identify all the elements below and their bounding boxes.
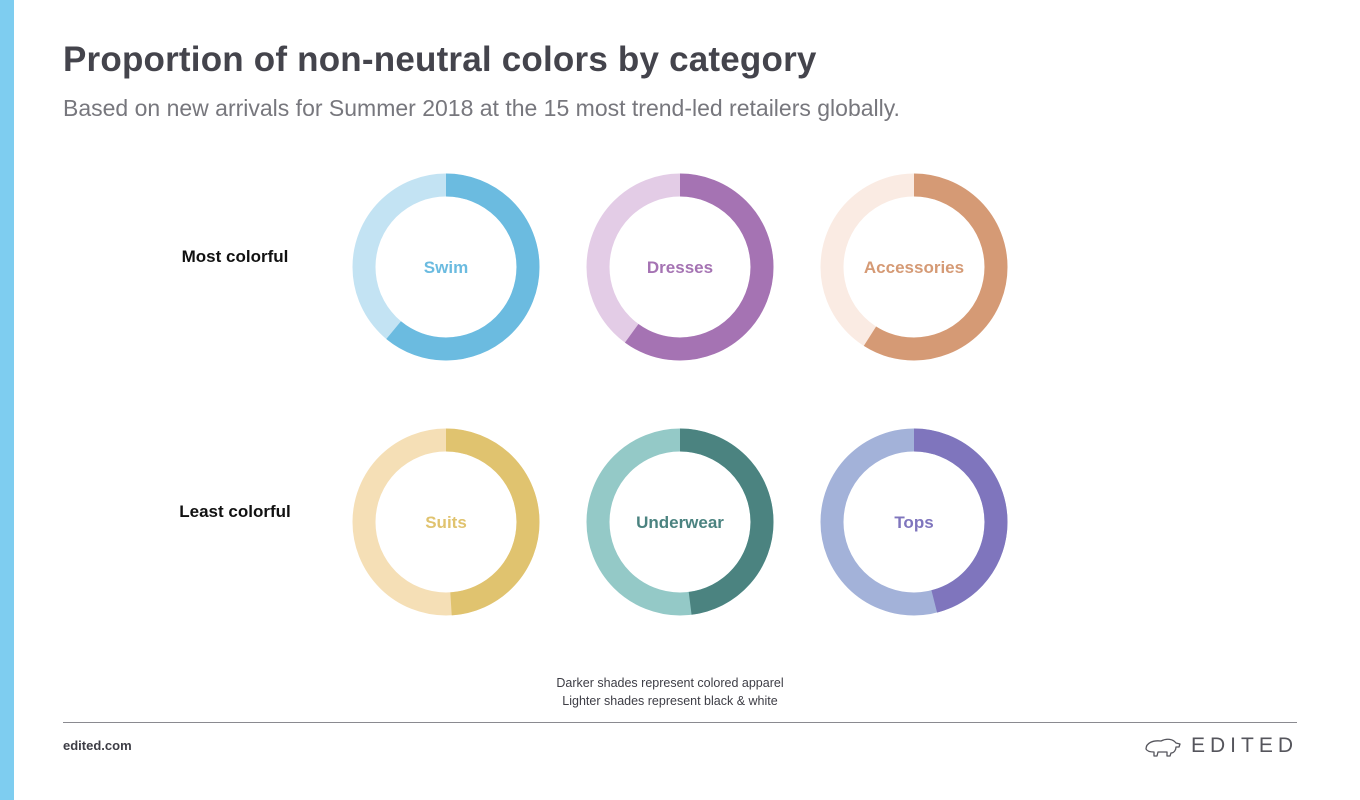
- donut-suits: Suits: [352, 428, 540, 616]
- row-label-least-colorful: Least colorful: [179, 502, 291, 521]
- legend-light-shade-note: Lighter shades represent black & white: [562, 694, 778, 708]
- donut-label-accessories: Accessories: [864, 258, 964, 277]
- donut-swim: Swim: [352, 173, 540, 361]
- footer-url[interactable]: edited.com: [63, 738, 132, 753]
- donut-accessories: Accessories: [820, 173, 1008, 361]
- donut-slice-colored-underwear: [586, 428, 774, 616]
- chart-title: Proportion of non-neutral colors by cate…: [63, 40, 817, 79]
- row-label-most-colorful: Most colorful: [181, 247, 289, 266]
- chart-subtitle: Based on new arrivals for Summer 2018 at…: [63, 95, 900, 121]
- accent-bar: [0, 0, 14, 800]
- legend-dark-shade-note: Darker shades represent colored apparel: [556, 676, 784, 690]
- donut-slice-colored-dresses: [586, 173, 774, 361]
- donut-tops: Tops: [820, 428, 1008, 616]
- donut-slice-colored-tops: [820, 428, 1008, 616]
- donut-slice-colored-swim: [352, 173, 540, 361]
- donut-label-tops: Tops: [894, 513, 933, 532]
- donut-label-underwear: Underwear: [636, 513, 724, 532]
- footer-divider: [63, 722, 1297, 723]
- donut-underwear: Underwear: [586, 428, 774, 616]
- edited-logo: EDITED: [1143, 734, 1298, 758]
- donut-slice-colored-accessories: [820, 173, 1008, 361]
- donut-label-suits: Suits: [425, 513, 467, 532]
- logo-text: EDITED: [1190, 734, 1298, 757]
- polar-bear-icon: [1145, 738, 1181, 757]
- donut-label-dresses: Dresses: [647, 258, 713, 277]
- donut-dresses: Dresses: [586, 173, 774, 361]
- donut-slice-colored-suits: [352, 428, 540, 616]
- donut-label-swim: Swim: [424, 258, 468, 277]
